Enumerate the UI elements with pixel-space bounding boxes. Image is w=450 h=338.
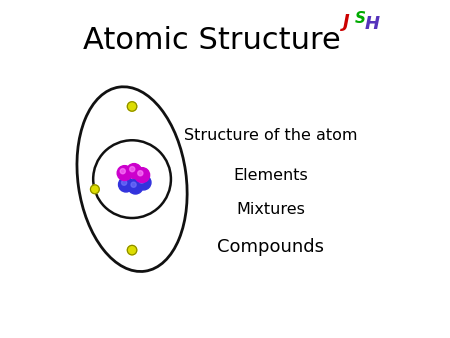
Text: Structure of the atom: Structure of the atom — [184, 128, 357, 143]
Text: Compounds: Compounds — [217, 238, 324, 256]
Circle shape — [128, 179, 143, 194]
Circle shape — [118, 177, 133, 192]
Circle shape — [122, 180, 127, 185]
Text: J: J — [342, 13, 349, 31]
Text: Atomic Structure: Atomic Structure — [83, 26, 340, 55]
Circle shape — [139, 178, 144, 183]
Text: Mixtures: Mixtures — [236, 202, 305, 217]
Circle shape — [136, 175, 151, 190]
Circle shape — [127, 102, 137, 111]
Text: S: S — [355, 11, 366, 26]
Text: H: H — [365, 15, 380, 33]
Circle shape — [126, 164, 141, 178]
Circle shape — [130, 167, 135, 172]
Circle shape — [131, 182, 136, 187]
Circle shape — [117, 166, 132, 180]
Text: Elements: Elements — [233, 168, 308, 183]
Circle shape — [90, 185, 99, 194]
Circle shape — [138, 171, 143, 176]
Circle shape — [120, 169, 126, 174]
Circle shape — [135, 168, 150, 183]
Circle shape — [127, 245, 137, 255]
